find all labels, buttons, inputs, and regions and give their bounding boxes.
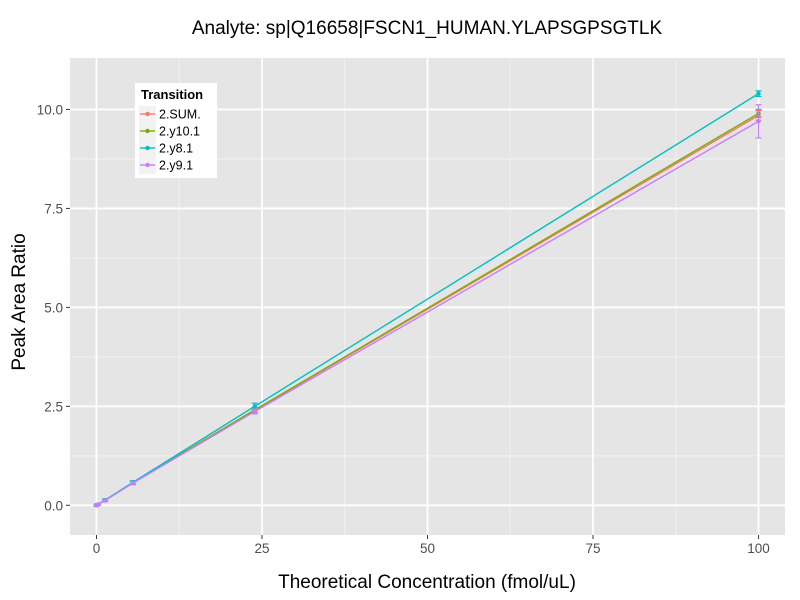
y-axis-title: Peak Area Ratio xyxy=(9,233,30,370)
data-point xyxy=(756,91,761,96)
legend-label: 2.y10.1 xyxy=(159,125,200,139)
series-group xyxy=(93,104,762,508)
y-tick-label: 5.0 xyxy=(44,300,63,315)
y-tick-label: 0.0 xyxy=(44,498,63,513)
data-point xyxy=(756,119,761,124)
data-point xyxy=(252,409,257,414)
legend: Transition 2.SUM. 2.y10.1 2.y8.1 2.y9.1 xyxy=(135,83,217,178)
x-tick-label: 50 xyxy=(420,541,435,556)
y-tick-label: 10.0 xyxy=(37,102,63,117)
legend-label: 2.y8.1 xyxy=(159,142,193,156)
legend-title: Transition xyxy=(141,87,203,102)
data-point xyxy=(95,502,101,507)
series-layer xyxy=(93,90,762,508)
x-tick-label: 100 xyxy=(747,541,770,556)
data-point xyxy=(130,480,136,486)
legend-key-point xyxy=(145,111,150,117)
legend-key-point xyxy=(145,145,150,151)
chart-title: Analyte: sp|Q16658|FSCN1_HUMAN.YLAPSGPSG… xyxy=(192,18,663,39)
x-tick-label: 75 xyxy=(585,541,600,556)
legend-key-point xyxy=(145,128,150,134)
x-tick-label: 25 xyxy=(254,541,269,556)
data-point xyxy=(252,404,257,409)
data-point xyxy=(102,498,108,503)
legend-label: 2.SUM. xyxy=(159,108,201,122)
x-axis-title: Theoretical Concentration (fmol/uL) xyxy=(278,572,576,593)
axis-layer: 0 25 50 75 100 0.0 2.5 5.0 7.5 10.0 xyxy=(37,102,770,556)
x-tick-label: 0 xyxy=(93,541,101,556)
y-tick-label: 7.5 xyxy=(44,201,63,216)
y-tick-label: 2.5 xyxy=(44,399,63,414)
legend-label: 2.y9.1 xyxy=(159,159,193,173)
legend-key-point xyxy=(145,162,150,168)
